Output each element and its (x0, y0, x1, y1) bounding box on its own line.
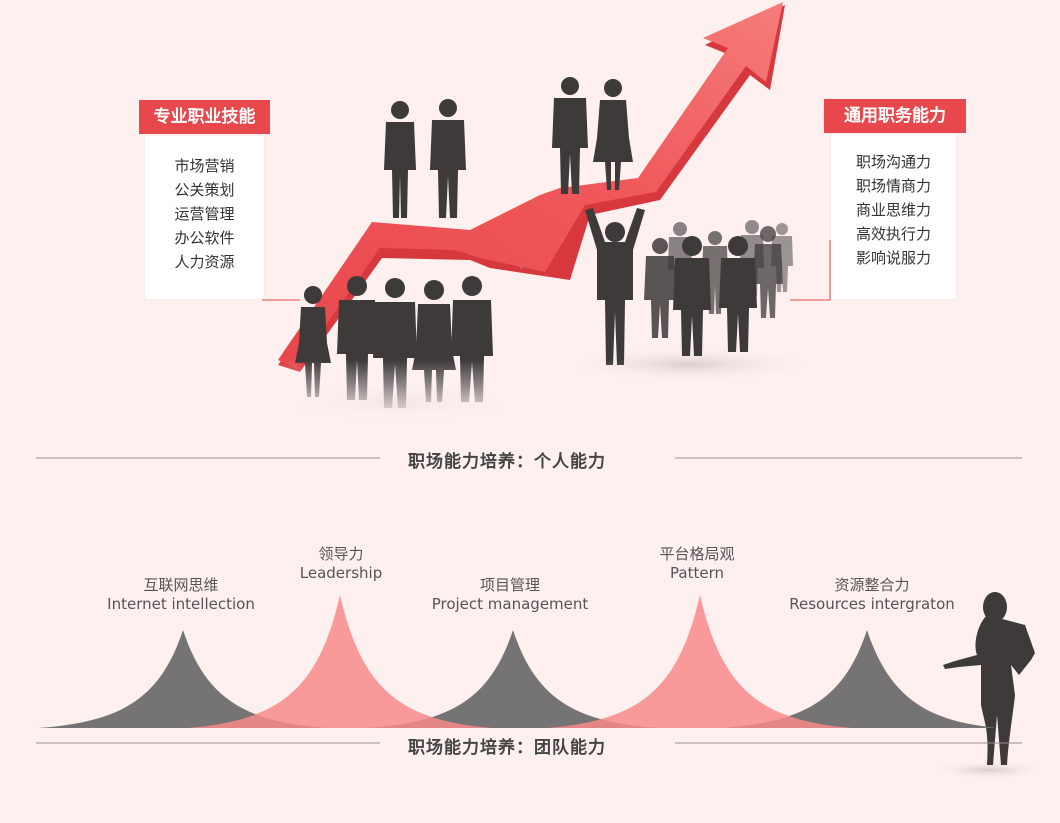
peak-label-en: Leadership (299, 564, 383, 582)
left-card-title: 专业职业技能 (139, 100, 270, 134)
right-skill-card: 职场沟通力 职场情商力 商业思维力 高效执行力 影响说服力 (831, 134, 956, 299)
peak-pattern (548, 595, 852, 728)
list-item: 运营管理 (174, 205, 235, 223)
list-item: 高效执行力 (855, 225, 931, 243)
section2-title: 职场能力培养：团队能力 (408, 738, 606, 758)
right-skill-list: 职场沟通力 职场情商力 商业思维力 高效执行力 影响说服力 (831, 150, 956, 270)
peak-project (368, 630, 658, 728)
peak-label-project: 项目管理 Project management (432, 576, 589, 614)
peak-label-resources: 资源整合力 Resources intergraton (789, 576, 955, 614)
left-skill-list: 市场营销 公关策划 运营管理 办公软件 人力资源 (145, 154, 264, 274)
list-item: 公关策划 (174, 181, 235, 199)
list-item: 职场沟通力 (855, 153, 931, 171)
peak-resources (722, 630, 1000, 728)
peak-leadership (188, 595, 492, 728)
capability-peaks (38, 595, 1000, 728)
left-connector-line (262, 240, 300, 301)
list-item: 职场情商力 (855, 177, 931, 195)
peak-label-en: Resources intergraton (789, 595, 955, 613)
peak-internet (38, 630, 328, 728)
list-item: 市场营销 (174, 157, 235, 175)
peak-label-en: Project management (431, 595, 589, 613)
peak-label-zh: 资源整合力 (834, 576, 910, 594)
peak-label-zh: 项目管理 (479, 576, 541, 594)
right-connector-line (790, 240, 831, 301)
rising-arrow-graphic (278, 2, 785, 372)
peak-label-en: Pattern (670, 564, 724, 582)
peak-label-leadership: 领导力 Leadership (300, 545, 382, 583)
list-item: 影响说服力 (855, 249, 931, 267)
peak-label-en: Internet intellection (107, 595, 255, 613)
peak-label-pattern: 平台格局观 Pattern (659, 545, 734, 583)
list-item: 人力资源 (174, 253, 235, 271)
list-item: 办公软件 (174, 229, 235, 247)
peak-label-zh: 互联网思维 (143, 576, 219, 594)
left-skill-card: 市场营销 公关策划 运营管理 办公软件 人力资源 (145, 136, 264, 299)
presenter-silhouette (943, 592, 1035, 765)
right-card-title: 通用职务能力 (824, 99, 966, 133)
peak-label-zh: 平台格局观 (659, 545, 735, 563)
section1-title: 职场能力培养：个人能力 (408, 452, 606, 472)
list-item: 商业思维力 (855, 201, 931, 219)
peak-label-zh: 领导力 (318, 545, 364, 563)
peak-label-internet: 互联网思维 Internet intellection (107, 576, 255, 614)
